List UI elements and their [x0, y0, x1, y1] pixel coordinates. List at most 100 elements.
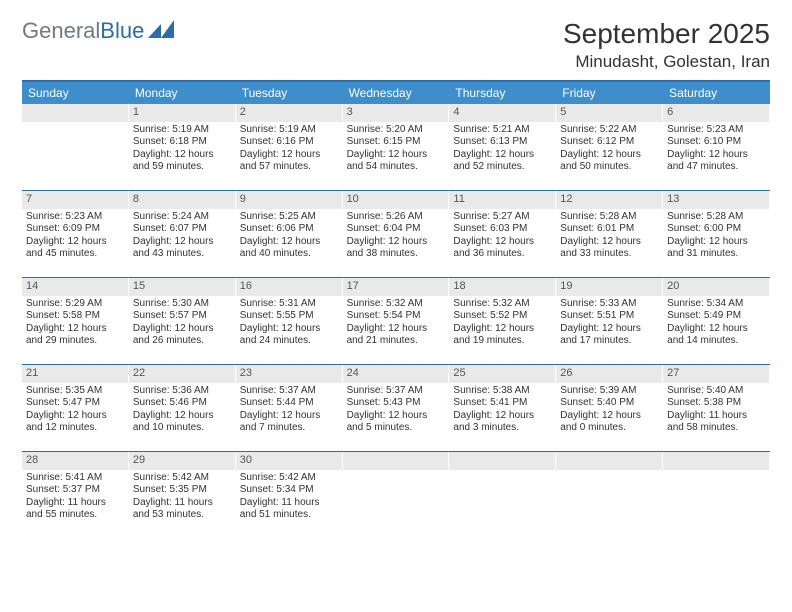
- calendar-cell: 17Sunrise: 5:32 AMSunset: 5:54 PMDayligh…: [343, 278, 450, 364]
- day-number-empty: [22, 104, 128, 122]
- calendar-cell: 27Sunrise: 5:40 AMSunset: 5:38 PMDayligh…: [663, 365, 770, 451]
- sunset-line: Sunset: 5:57 PM: [133, 310, 231, 323]
- sunset-line: Sunset: 6:01 PM: [560, 223, 658, 236]
- sunrise-line: Sunrise: 5:38 AM: [453, 385, 551, 398]
- sunrise-line: Sunrise: 5:25 AM: [240, 211, 338, 224]
- daylight-line: Daylight: 12 hours and 57 minutes.: [240, 149, 338, 174]
- calendar-cell: 14Sunrise: 5:29 AMSunset: 5:58 PMDayligh…: [22, 278, 129, 364]
- sunrise-line: Sunrise: 5:28 AM: [560, 211, 658, 224]
- sunset-line: Sunset: 6:12 PM: [560, 136, 658, 149]
- sunset-line: Sunset: 6:00 PM: [667, 223, 765, 236]
- sunrise-line: Sunrise: 5:33 AM: [560, 298, 658, 311]
- sunset-line: Sunset: 5:35 PM: [133, 484, 231, 497]
- day-header: Thursday: [449, 82, 556, 104]
- sunrise-line: Sunrise: 5:34 AM: [667, 298, 765, 311]
- calendar-cell: [22, 104, 129, 190]
- sunrise-line: Sunrise: 5:32 AM: [453, 298, 551, 311]
- day-number: 25: [449, 365, 555, 383]
- calendar-cell: 23Sunrise: 5:37 AMSunset: 5:44 PMDayligh…: [236, 365, 343, 451]
- header: GeneralBlue September 2025 Minudasht, Go…: [22, 18, 770, 72]
- calendar-cell: 9Sunrise: 5:25 AMSunset: 6:06 PMDaylight…: [236, 191, 343, 277]
- daylight-line: Daylight: 12 hours and 43 minutes.: [133, 236, 231, 261]
- day-number: 24: [343, 365, 449, 383]
- sunset-line: Sunset: 6:06 PM: [240, 223, 338, 236]
- daylight-line: Daylight: 12 hours and 47 minutes.: [667, 149, 765, 174]
- sunset-line: Sunset: 6:13 PM: [453, 136, 551, 149]
- sunset-line: Sunset: 6:16 PM: [240, 136, 338, 149]
- sunrise-line: Sunrise: 5:37 AM: [347, 385, 445, 398]
- sunrise-line: Sunrise: 5:21 AM: [453, 124, 551, 137]
- sunrise-line: Sunrise: 5:30 AM: [133, 298, 231, 311]
- calendar-cell: 3Sunrise: 5:20 AMSunset: 6:15 PMDaylight…: [343, 104, 450, 190]
- sunrise-line: Sunrise: 5:24 AM: [133, 211, 231, 224]
- daylight-line: Daylight: 12 hours and 24 minutes.: [240, 323, 338, 348]
- day-number: 23: [236, 365, 342, 383]
- day-number-empty: [343, 452, 449, 470]
- sunrise-line: Sunrise: 5:41 AM: [26, 472, 124, 485]
- calendar-cell: 10Sunrise: 5:26 AMSunset: 6:04 PMDayligh…: [343, 191, 450, 277]
- calendar-cell: 18Sunrise: 5:32 AMSunset: 5:52 PMDayligh…: [449, 278, 556, 364]
- sunset-line: Sunset: 5:55 PM: [240, 310, 338, 323]
- sunset-line: Sunset: 6:10 PM: [667, 136, 765, 149]
- sunset-line: Sunset: 5:51 PM: [560, 310, 658, 323]
- title-block: September 2025 Minudasht, Golestan, Iran: [563, 18, 770, 72]
- logo: GeneralBlue: [22, 18, 174, 44]
- calendar-cell: 21Sunrise: 5:35 AMSunset: 5:47 PMDayligh…: [22, 365, 129, 451]
- sunset-line: Sunset: 6:15 PM: [347, 136, 445, 149]
- calendar-cell: [556, 452, 663, 538]
- day-number: 16: [236, 278, 342, 296]
- sunset-line: Sunset: 5:47 PM: [26, 397, 124, 410]
- day-number: 1: [129, 104, 235, 122]
- calendar-cell: [663, 452, 770, 538]
- calendar-grid: SundayMondayTuesdayWednesdayThursdayFrid…: [22, 82, 770, 538]
- calendar-cell: 5Sunrise: 5:22 AMSunset: 6:12 PMDaylight…: [556, 104, 663, 190]
- sunrise-line: Sunrise: 5:23 AM: [667, 124, 765, 137]
- day-number: 22: [129, 365, 235, 383]
- location: Minudasht, Golestan, Iran: [563, 52, 770, 72]
- sunrise-line: Sunrise: 5:42 AM: [240, 472, 338, 485]
- calendar-cell: 22Sunrise: 5:36 AMSunset: 5:46 PMDayligh…: [129, 365, 236, 451]
- calendar-cell: 29Sunrise: 5:42 AMSunset: 5:35 PMDayligh…: [129, 452, 236, 538]
- sunrise-line: Sunrise: 5:36 AM: [133, 385, 231, 398]
- day-number: 2: [236, 104, 342, 122]
- day-number: 4: [449, 104, 555, 122]
- daylight-line: Daylight: 12 hours and 54 minutes.: [347, 149, 445, 174]
- sunrise-line: Sunrise: 5:20 AM: [347, 124, 445, 137]
- calendar-cell: [343, 452, 450, 538]
- sunset-line: Sunset: 5:40 PM: [560, 397, 658, 410]
- daylight-line: Daylight: 12 hours and 19 minutes.: [453, 323, 551, 348]
- month-title: September 2025: [563, 18, 770, 50]
- day-number: 14: [22, 278, 128, 296]
- sunrise-line: Sunrise: 5:28 AM: [667, 211, 765, 224]
- daylight-line: Daylight: 12 hours and 45 minutes.: [26, 236, 124, 261]
- day-number-empty: [556, 452, 662, 470]
- daylight-line: Daylight: 11 hours and 51 minutes.: [240, 497, 338, 522]
- day-header: Monday: [129, 82, 236, 104]
- calendar-cell: 19Sunrise: 5:33 AMSunset: 5:51 PMDayligh…: [556, 278, 663, 364]
- sunset-line: Sunset: 6:18 PM: [133, 136, 231, 149]
- sunrise-line: Sunrise: 5:39 AM: [560, 385, 658, 398]
- day-number: 12: [556, 191, 662, 209]
- logo-mark-icon: [148, 18, 174, 44]
- sunset-line: Sunset: 5:52 PM: [453, 310, 551, 323]
- sunrise-line: Sunrise: 5:37 AM: [240, 385, 338, 398]
- daylight-line: Daylight: 12 hours and 52 minutes.: [453, 149, 551, 174]
- daylight-line: Daylight: 12 hours and 38 minutes.: [347, 236, 445, 261]
- sunrise-line: Sunrise: 5:19 AM: [133, 124, 231, 137]
- daylight-line: Daylight: 12 hours and 31 minutes.: [667, 236, 765, 261]
- daylight-line: Daylight: 11 hours and 53 minutes.: [133, 497, 231, 522]
- day-header: Saturday: [663, 82, 770, 104]
- day-number: 13: [663, 191, 769, 209]
- sunrise-line: Sunrise: 5:26 AM: [347, 211, 445, 224]
- calendar-cell: 28Sunrise: 5:41 AMSunset: 5:37 PMDayligh…: [22, 452, 129, 538]
- daylight-line: Daylight: 12 hours and 5 minutes.: [347, 410, 445, 435]
- sunrise-line: Sunrise: 5:22 AM: [560, 124, 658, 137]
- sunset-line: Sunset: 6:04 PM: [347, 223, 445, 236]
- day-number: 20: [663, 278, 769, 296]
- calendar-cell: 26Sunrise: 5:39 AMSunset: 5:40 PMDayligh…: [556, 365, 663, 451]
- sunrise-line: Sunrise: 5:19 AM: [240, 124, 338, 137]
- sunset-line: Sunset: 6:03 PM: [453, 223, 551, 236]
- day-header: Tuesday: [236, 82, 343, 104]
- day-number: 6: [663, 104, 769, 122]
- logo-text-blue: Blue: [100, 18, 144, 44]
